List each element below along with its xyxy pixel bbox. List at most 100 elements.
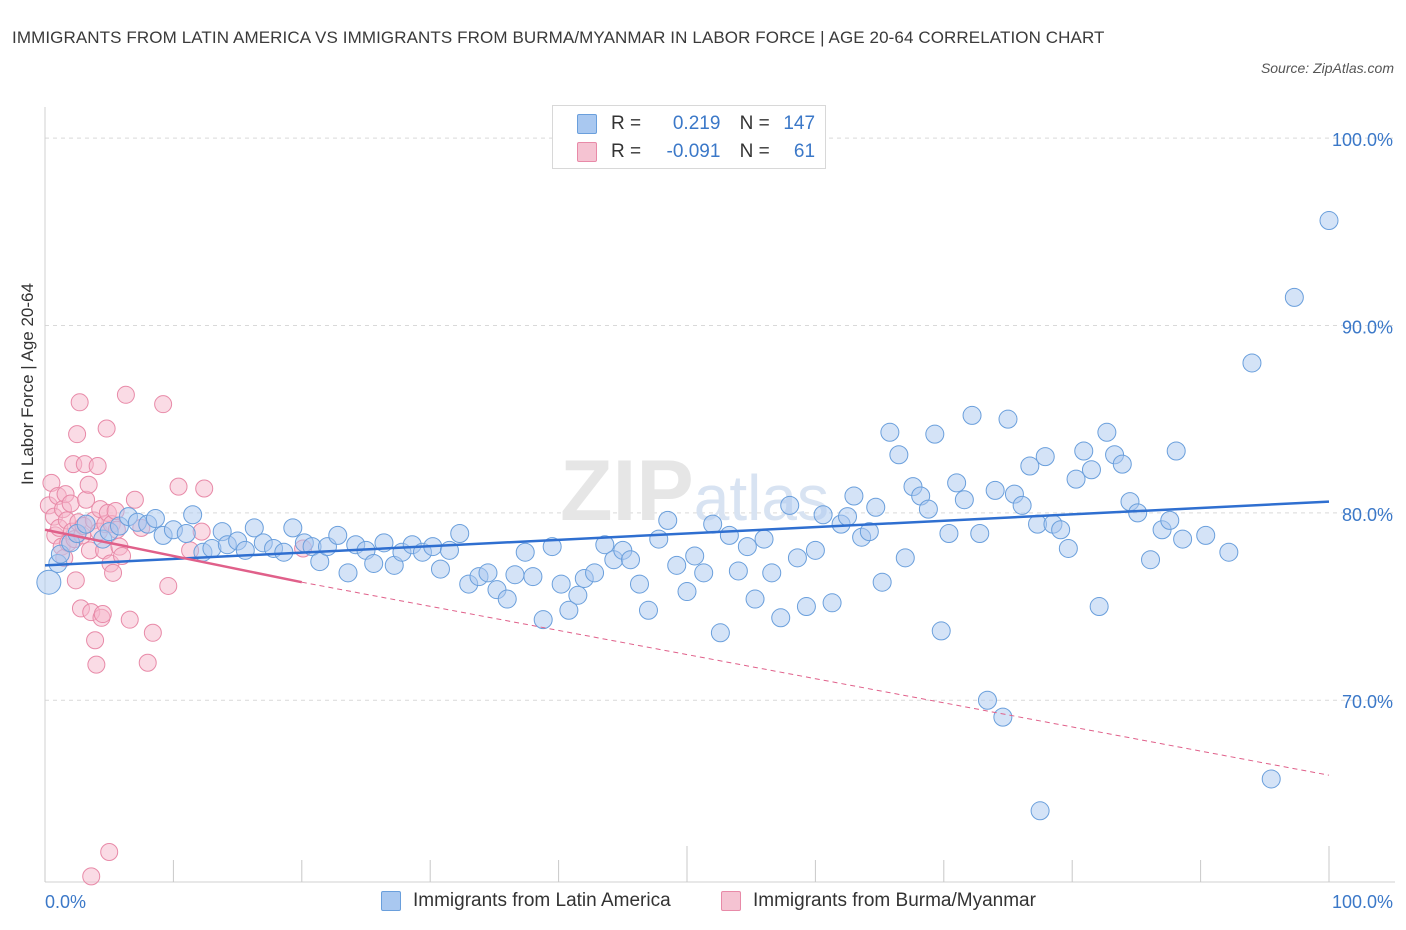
latin-america-point — [542, 537, 562, 557]
latin-america-point — [962, 405, 982, 425]
latin-america-point — [703, 514, 723, 534]
latin-america-point — [970, 523, 990, 543]
latin-america-point — [685, 546, 705, 566]
burma-myanmar-point — [79, 475, 98, 494]
pink-swatch — [577, 141, 597, 162]
latin-america-point — [1242, 353, 1262, 373]
latin-america-point — [649, 529, 669, 549]
burma-myanmar-point — [104, 563, 123, 582]
latin-america-point — [859, 522, 879, 542]
latin-america-point — [505, 565, 525, 585]
burma-myanmar-point — [138, 653, 157, 672]
latin-america-point — [993, 707, 1013, 727]
latin-america-point — [559, 600, 579, 620]
burma-myanmar-trendline — [44, 528, 303, 584]
watermark: ZIPatlas — [560, 443, 829, 539]
latin-america-point — [925, 424, 945, 444]
latin-america-point — [450, 523, 470, 543]
latin-america-point — [813, 505, 833, 525]
burma-myanmar-point — [125, 490, 144, 509]
latin-america-point — [1219, 542, 1239, 562]
latin-america-point — [719, 525, 739, 545]
latin-america-point — [710, 623, 730, 643]
latin-america-point — [677, 582, 697, 602]
latin-america-point — [1020, 456, 1040, 476]
r-label: R = — [611, 141, 642, 162]
r-value: 0.219 — [672, 113, 721, 134]
latin-america-point — [568, 585, 588, 605]
burma-myanmar-points — [39, 385, 313, 886]
latin-america-point — [183, 505, 203, 525]
burma-myanmar-point — [120, 610, 139, 629]
y-tick-label: 90.0% — [1342, 317, 1393, 337]
latin-america-point — [771, 608, 791, 628]
n-label: N = — [739, 141, 770, 162]
burma-myanmar-trendline-extension — [301, 581, 1330, 776]
latin-america-point — [1173, 529, 1193, 549]
latin-america-point — [1051, 520, 1071, 540]
latin-america-point — [1261, 769, 1281, 789]
burma-myanmar-point — [169, 477, 188, 496]
burma-myanmar-point — [159, 576, 178, 595]
latin-america-point — [931, 621, 951, 641]
latin-america-point — [872, 572, 892, 592]
r-label: R = — [611, 113, 642, 134]
latin-america-point — [478, 563, 498, 583]
legend-label: Immigrants from Burma/Myanmar — [753, 890, 1036, 911]
legend-label: Immigrants from Latin America — [413, 890, 671, 911]
burma-myanmar-point — [61, 494, 80, 513]
latin-america-point — [430, 559, 450, 579]
latin-america-point — [76, 514, 96, 534]
burma-myanmar-point — [68, 425, 87, 444]
burma-myanmar-point — [143, 623, 162, 642]
tick-labels: 100.0% 90.0% 80.0% 70.0% 0.0% 100.0% — [45, 130, 1393, 912]
burma-myanmar-point — [66, 571, 85, 590]
latin-america-point — [1160, 510, 1180, 530]
latin-america-point — [338, 563, 358, 583]
latin-america-point — [1089, 597, 1109, 617]
latin-america-point — [1030, 801, 1050, 821]
latin-america-point — [176, 523, 196, 543]
latin-america-point — [36, 569, 62, 595]
burma-myanmar-point — [82, 867, 101, 886]
latin-america-point — [1081, 460, 1101, 480]
latin-america-point — [844, 486, 864, 506]
burma-myanmar-point — [97, 419, 116, 438]
latin-america-point — [745, 589, 765, 609]
stats-legend: R = 0.219 N = 147 R = -0.091 N = 61 — [552, 105, 826, 169]
latin-america-point — [1066, 469, 1086, 489]
latin-america-point — [787, 548, 807, 568]
latin-america-point — [1058, 538, 1078, 558]
latin-america-point — [822, 593, 842, 613]
latin-america-point — [1196, 525, 1216, 545]
latin-america-point — [1166, 441, 1186, 461]
latin-america-point — [515, 542, 535, 562]
latin-america-point — [533, 610, 553, 630]
latin-america-point — [1074, 441, 1094, 461]
n-label: N = — [739, 113, 770, 134]
latin-america-point — [145, 508, 165, 528]
latin-america-point — [737, 537, 757, 557]
stats-row-burma-myanmar: R = -0.091 N = 61 — [577, 139, 815, 165]
burma-myanmar-point — [88, 457, 107, 476]
r-value: -0.091 — [666, 141, 721, 162]
latin-america-point — [998, 409, 1018, 429]
latin-america-point — [364, 553, 384, 573]
latin-america-point — [1035, 447, 1055, 467]
axes — [44, 107, 1395, 883]
blue-swatch — [577, 113, 597, 134]
latin-america-point — [1128, 503, 1148, 523]
burma-myanmar-point — [116, 385, 135, 404]
legend-item-latin-america: Immigrants from Latin America — [381, 888, 671, 914]
burma-myanmar-point — [154, 395, 173, 414]
blue-swatch — [381, 890, 401, 911]
latin-america-point — [985, 480, 1005, 500]
pink-swatch — [721, 890, 741, 911]
burma-myanmar-point — [93, 605, 112, 624]
latin-america-point — [866, 497, 886, 517]
trendlines — [44, 500, 1330, 776]
latin-america-point — [1012, 495, 1032, 515]
latin-america-point — [551, 574, 571, 594]
latin-america-trendline — [44, 500, 1330, 567]
latin-america-point — [947, 473, 967, 493]
